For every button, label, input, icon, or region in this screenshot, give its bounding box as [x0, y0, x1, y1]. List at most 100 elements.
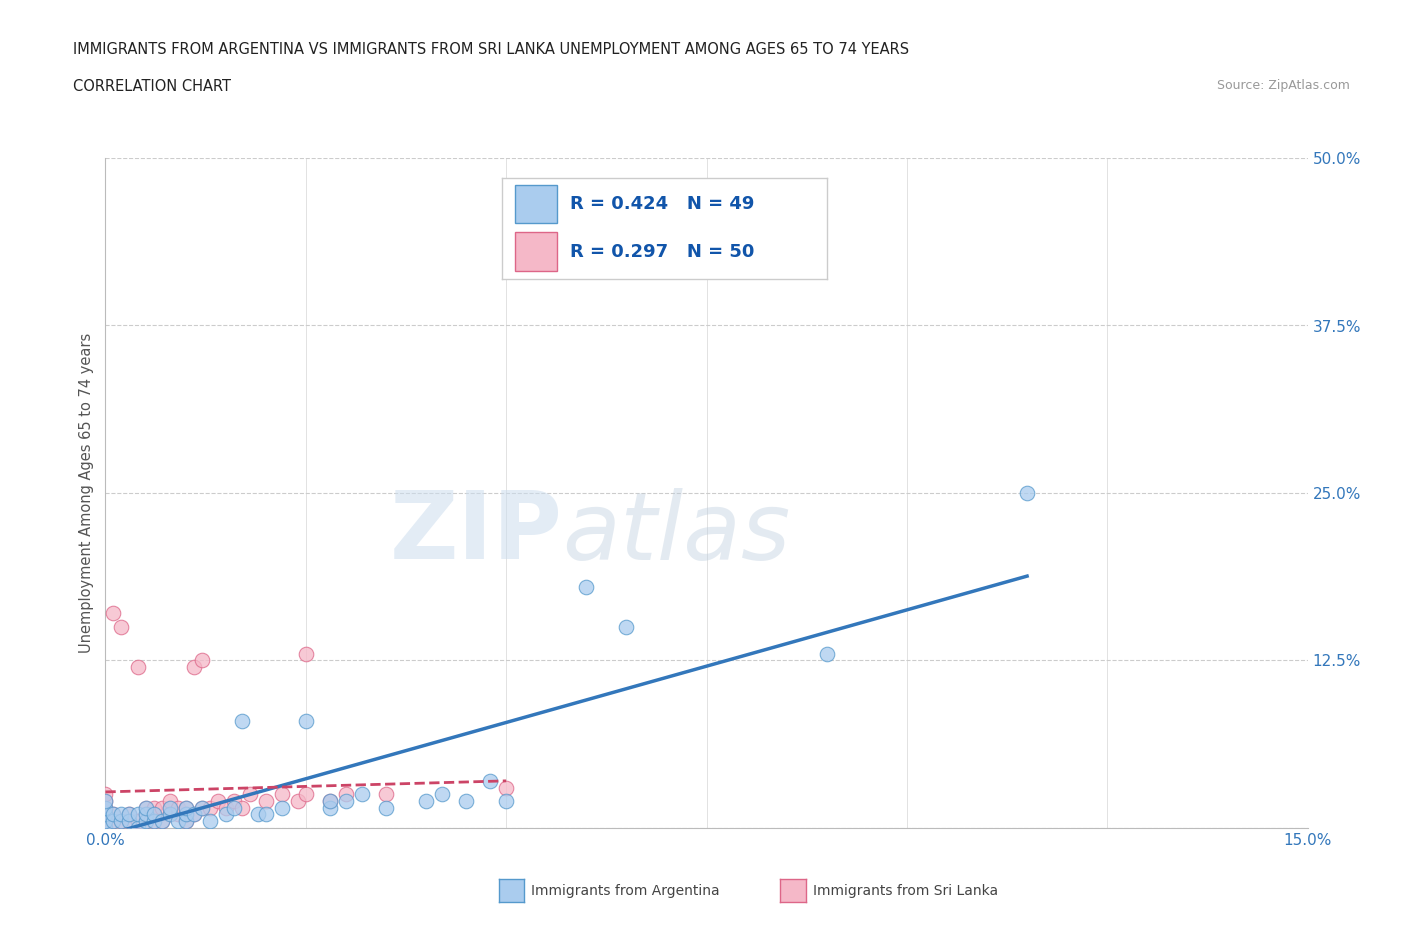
Point [118, 807, 141, 822]
Point [94, 820, 117, 835]
Point [374, 787, 398, 802]
Point [495, 793, 517, 808]
Point [254, 793, 277, 808]
Point [335, 787, 357, 802]
Point [616, 619, 638, 634]
Point [214, 800, 236, 815]
Bar [515, 232, 557, 271]
Point [190, 653, 212, 668]
Point [94, 793, 117, 808]
Point [159, 800, 181, 815]
Text: IMMIGRANTS FROM ARGENTINA VS IMMIGRANTS FROM SRI LANKA UNEMPLOYMENT AMONG AGES 6: IMMIGRANTS FROM ARGENTINA VS IMMIGRANTS … [73, 42, 910, 57]
Point [118, 814, 141, 829]
Point [159, 800, 181, 815]
Point [142, 814, 165, 829]
Point [495, 780, 517, 795]
Bar [515, 185, 557, 223]
Point [479, 774, 502, 789]
Point [415, 793, 437, 808]
Point [174, 814, 197, 829]
Text: Source: ZipAtlas.com: Source: ZipAtlas.com [1216, 79, 1350, 92]
Point [246, 807, 269, 822]
Point [319, 800, 342, 815]
Point [110, 807, 132, 822]
Point [103, 814, 125, 829]
Point [166, 800, 188, 815]
Point [135, 800, 157, 815]
Point [159, 793, 181, 808]
Point [94, 787, 117, 802]
Point [270, 787, 292, 802]
Point [295, 713, 318, 728]
Point [174, 800, 197, 815]
Point [319, 793, 342, 808]
Point [575, 579, 598, 594]
Point [190, 800, 212, 815]
Point [142, 814, 165, 829]
Point [174, 807, 197, 822]
Point [150, 814, 173, 829]
Point [103, 807, 125, 822]
Point [94, 814, 117, 829]
Text: R = 0.297   N = 50: R = 0.297 N = 50 [571, 243, 755, 260]
Point [94, 793, 117, 808]
Point [287, 793, 309, 808]
Point [127, 820, 149, 835]
Point [127, 814, 149, 829]
Text: Immigrants from Argentina: Immigrants from Argentina [531, 884, 720, 898]
Point [166, 814, 188, 829]
Point [319, 793, 342, 808]
Point [454, 793, 477, 808]
Point [254, 807, 277, 822]
Point [815, 646, 838, 661]
Point [94, 807, 117, 822]
Point [94, 814, 117, 829]
Text: ZIP: ZIP [389, 487, 562, 579]
Point [118, 807, 141, 822]
Point [198, 800, 221, 815]
Point [110, 619, 132, 634]
Point [231, 713, 253, 728]
Point [135, 807, 157, 822]
Point [127, 807, 149, 822]
Point [135, 807, 157, 822]
Point [142, 807, 165, 822]
Point [198, 814, 221, 829]
Point [135, 814, 157, 829]
Point [295, 787, 318, 802]
Point [190, 800, 212, 815]
Point [231, 800, 253, 815]
Point [222, 800, 245, 815]
Point [1017, 485, 1039, 500]
Point [374, 800, 398, 815]
Point [335, 793, 357, 808]
Point [94, 820, 117, 835]
Point [183, 659, 205, 674]
Text: R = 0.424   N = 49: R = 0.424 N = 49 [571, 194, 755, 213]
Point [118, 814, 141, 829]
Point [94, 807, 117, 822]
Point [142, 807, 165, 822]
Point [110, 814, 132, 829]
Text: atlas: atlas [562, 487, 790, 578]
Point [103, 606, 125, 621]
Point [159, 807, 181, 822]
Point [174, 800, 197, 815]
Point [207, 793, 229, 808]
Point [270, 800, 292, 815]
Point [174, 807, 197, 822]
Point [150, 814, 173, 829]
Point [150, 800, 173, 815]
Point [214, 807, 236, 822]
Point [174, 814, 197, 829]
Point [135, 814, 157, 829]
Text: Immigrants from Sri Lanka: Immigrants from Sri Lanka [813, 884, 998, 898]
Point [127, 659, 149, 674]
Point [350, 787, 373, 802]
Point [222, 793, 245, 808]
Point [430, 787, 453, 802]
Point [183, 807, 205, 822]
Point [110, 814, 132, 829]
Text: CORRELATION CHART: CORRELATION CHART [73, 79, 231, 94]
Point [103, 807, 125, 822]
